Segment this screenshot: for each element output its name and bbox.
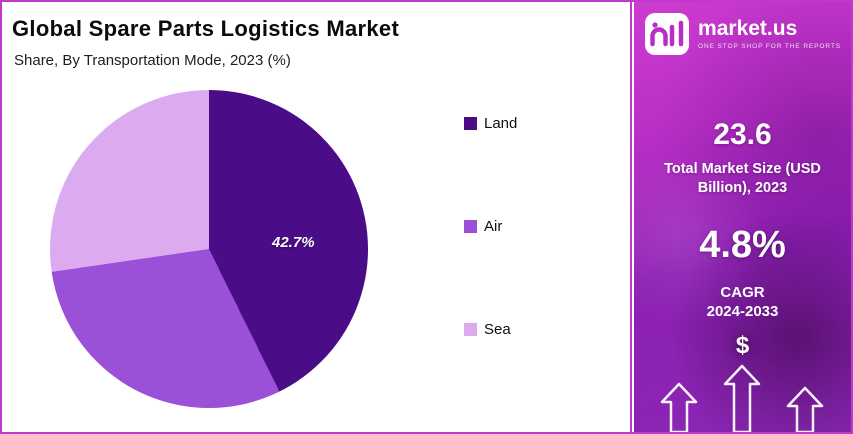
marketus-logo: market.us ONE STOP SHOP FOR THE REPORTS xyxy=(634,12,851,56)
cagr-value: 4.8% xyxy=(699,224,786,266)
logo-name: market.us xyxy=(698,17,798,41)
legend-item-land: Land xyxy=(464,114,584,132)
brand-panel: market.us ONE STOP SHOP FOR THE REPORTS … xyxy=(634,2,851,432)
logo-tagline: ONE STOP SHOP FOR THE REPORTS xyxy=(698,42,841,50)
legend-item-air: Air xyxy=(464,217,584,235)
growth-arrows-icon xyxy=(660,364,824,432)
pie-chart: 42.7% xyxy=(50,90,368,408)
legend-label-land: Land xyxy=(484,114,518,132)
legend-label-sea: Sea xyxy=(484,320,511,338)
cagr-label: CAGR xyxy=(720,284,765,301)
market-size-value: 23.6 xyxy=(713,118,772,151)
legend-swatch-air xyxy=(464,219,477,233)
dollar-icon: $ xyxy=(735,332,750,359)
chart-subtitle: Share, By Transportation Mode, 2023 (%) xyxy=(14,52,291,69)
legend-item-sea: Sea xyxy=(464,320,584,338)
chart-legend: Land Air Sea xyxy=(464,114,584,423)
logo-texts: market.us ONE STOP SHOP FOR THE REPORTS xyxy=(698,17,841,50)
cagr-period: 2024-2033 xyxy=(706,303,779,320)
pie-slice-label: 42.7% xyxy=(272,234,315,251)
legend-label-air: Air xyxy=(484,217,503,235)
chart-title: Global Spare Parts Logistics Market xyxy=(12,16,400,41)
chart-area: Global Spare Parts Logistics Market Shar… xyxy=(2,2,632,432)
marketus-logo-icon xyxy=(645,13,690,55)
legend-swatch-sea xyxy=(464,322,477,336)
legend-swatch-land xyxy=(464,116,477,130)
market-size-label: Total Market Size (USD Billion), 2023 xyxy=(664,161,821,196)
